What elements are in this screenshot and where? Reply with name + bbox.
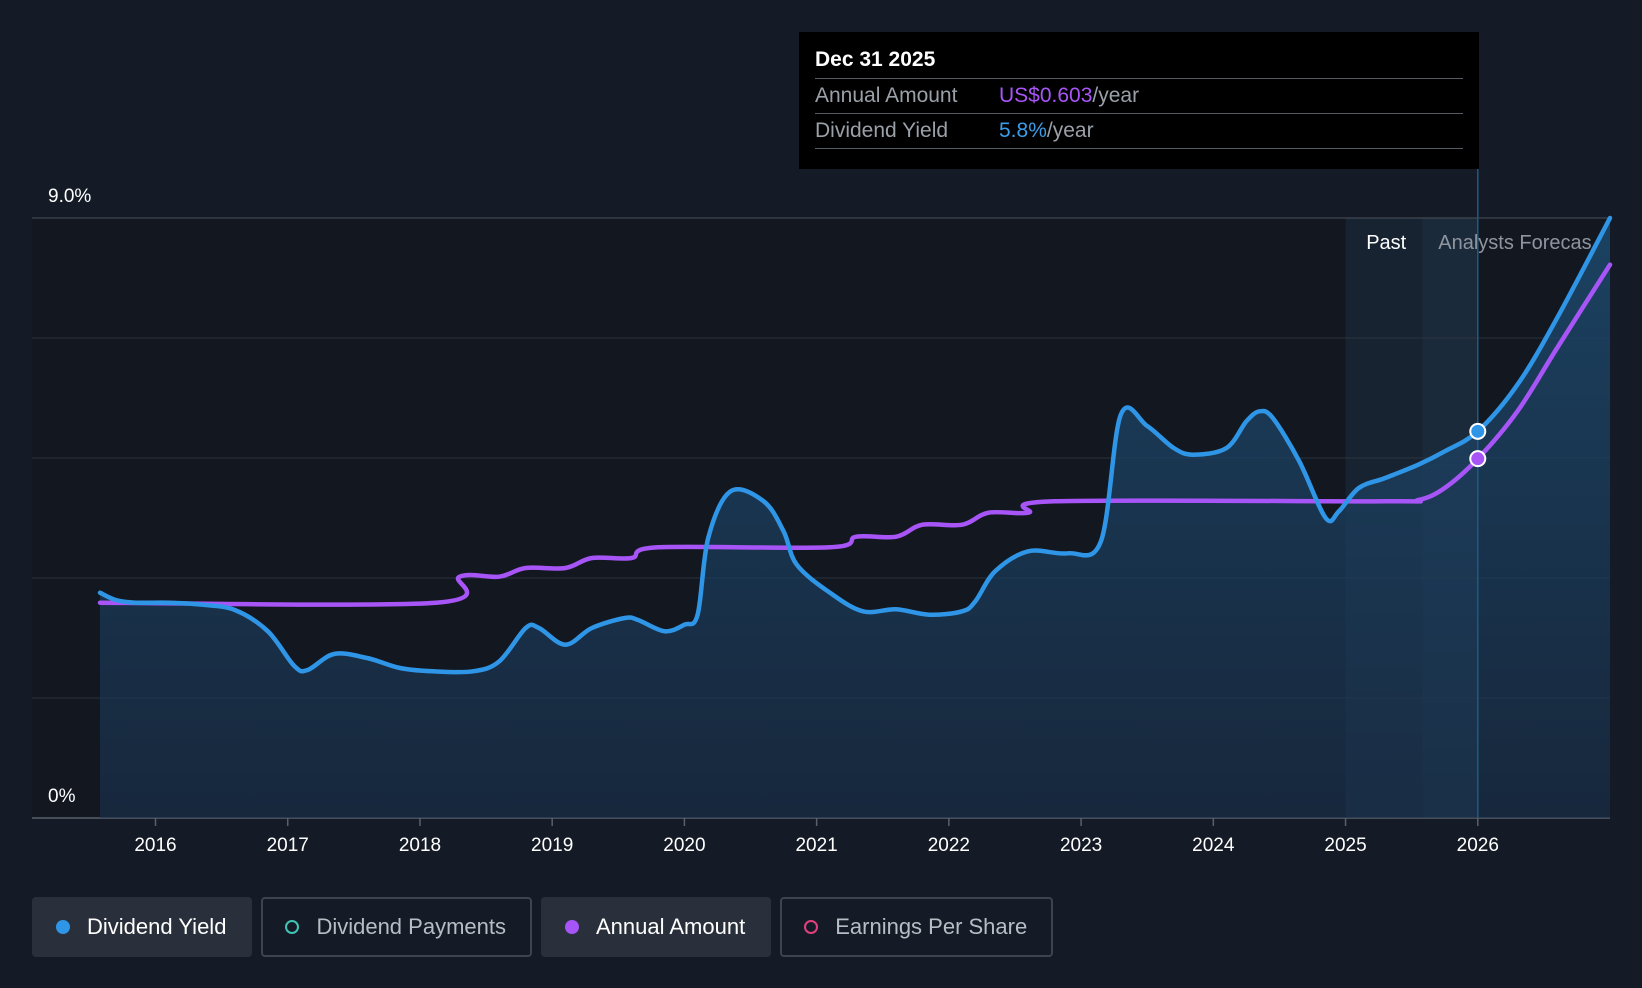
tooltip-value: 5.8% <box>999 119 1047 142</box>
annual-amount-marker <box>1469 450 1487 468</box>
forecast-label: Analysts Forecas <box>1438 232 1591 254</box>
annual-amount-line <box>97 262 1613 607</box>
x-tick-label: 2017 <box>267 835 309 856</box>
tooltip: Dec 31 2025 Annual Amount US$0.603 /year… <box>799 32 1479 169</box>
x-tick-label: 2024 <box>1192 835 1235 856</box>
legend-dividend-payments[interactable]: Dividend Payments <box>261 897 532 957</box>
x-tick-label: 2020 <box>663 835 705 856</box>
x-tick-label: 2018 <box>399 835 441 856</box>
dividend-yield-marker <box>1469 422 1487 440</box>
x-tick-label: 2023 <box>1060 835 1102 856</box>
legend-dividend-yield[interactable]: Dividend Yield <box>32 897 253 957</box>
past-label: Past <box>1366 232 1406 254</box>
legend-annual-amount[interactable]: Annual Amount <box>540 897 772 957</box>
x-tick-label: 2026 <box>1457 835 1499 856</box>
x-tick-label: 2025 <box>1324 835 1366 856</box>
legend-label: Annual Amount <box>595 914 746 939</box>
legend-dot-icon <box>56 920 70 934</box>
y-tick-label: 0% <box>48 786 76 807</box>
x-tick-label: 2016 <box>134 835 176 856</box>
tooltip-label: Dividend Yield <box>815 119 949 142</box>
legend-dot-icon <box>285 920 300 934</box>
legend-dot-icon <box>564 920 579 934</box>
legend-label: Dividend Yield <box>87 914 227 939</box>
tooltip-unit: /year <box>1092 84 1140 107</box>
legend-label: Earnings Per Share <box>835 914 1028 939</box>
y-tick-label: 9.0% <box>48 186 91 207</box>
x-tick-label: 2021 <box>795 835 837 856</box>
x-tick-label: 2019 <box>531 835 573 856</box>
tooltip-row-annual-amount: Annual Amount US$0.603 /year <box>815 78 1463 113</box>
tooltip-date: Dec 31 2025 <box>815 48 936 71</box>
tooltip-value: US$0.603 <box>999 84 1093 107</box>
tooltip-unit: /year <box>1046 119 1094 142</box>
tooltip-label: Annual Amount <box>815 84 958 107</box>
legend-dot-icon <box>804 920 819 934</box>
tooltip-row-dividend-yield: Dividend Yield 5.8% /year <box>815 113 1463 149</box>
legend-label: Dividend Payments <box>316 914 506 939</box>
dividend-yield-line <box>97 215 1613 675</box>
dividend-yield-area <box>99 218 1611 818</box>
legend: Dividend Yield Dividend Payments Annual … <box>32 897 1054 957</box>
legend-earnings-per-share[interactable]: Earnings Per Share <box>780 897 1054 957</box>
x-tick-label: 2022 <box>928 835 970 856</box>
